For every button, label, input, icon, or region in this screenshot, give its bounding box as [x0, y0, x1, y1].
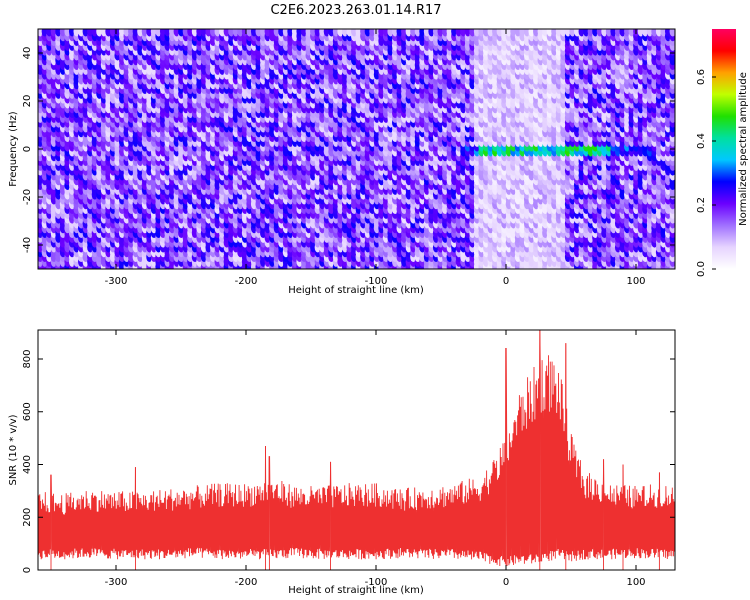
figure-title: C2E6.2023.263.01.14.R17	[270, 3, 441, 18]
spectrogram-cells	[38, 29, 675, 269]
